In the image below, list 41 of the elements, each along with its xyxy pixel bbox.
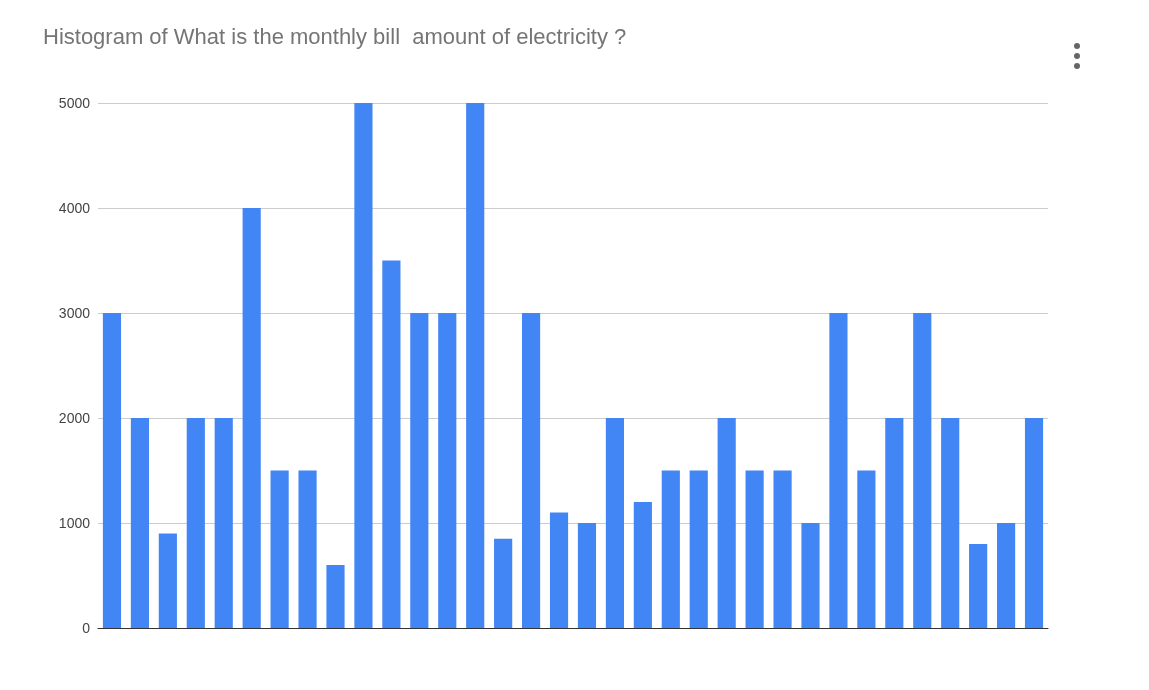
chart-title: Histogram of What is the monthly bill amount of electricity ? [43, 23, 627, 49]
bar [438, 313, 457, 628]
y-tick-label: 4000 [58, 200, 91, 216]
bar [242, 208, 261, 628]
bar [354, 103, 373, 628]
bar [829, 313, 848, 628]
y-tick-label: 1000 [58, 515, 91, 531]
bar [577, 523, 597, 628]
bar [605, 418, 624, 628]
bar [717, 418, 736, 628]
bar [270, 470, 289, 628]
bar [158, 533, 177, 628]
bar [326, 565, 345, 628]
bar [549, 512, 569, 628]
bar [633, 502, 652, 628]
bar [773, 470, 792, 628]
bar [102, 313, 122, 628]
bar [941, 418, 960, 628]
bar [466, 103, 485, 628]
bar [522, 313, 541, 628]
bar [745, 470, 764, 628]
bar [913, 313, 932, 628]
bar [661, 470, 680, 628]
bar [885, 418, 904, 628]
bar [689, 470, 708, 628]
y-tick-label: 0 [82, 620, 91, 636]
bar [130, 418, 149, 628]
bar [186, 418, 205, 628]
bar [997, 523, 1016, 628]
y-tick-label: 3000 [58, 305, 91, 321]
bar [1024, 418, 1044, 628]
bar [410, 313, 429, 628]
bar [857, 470, 876, 628]
bar [969, 544, 988, 628]
bar [382, 260, 401, 628]
y-tick-label: 2000 [58, 410, 91, 426]
y-tick-label: 5000 [58, 95, 91, 111]
bar [214, 418, 233, 628]
bar [801, 523, 820, 628]
bar [298, 470, 317, 628]
bar [494, 538, 513, 628]
